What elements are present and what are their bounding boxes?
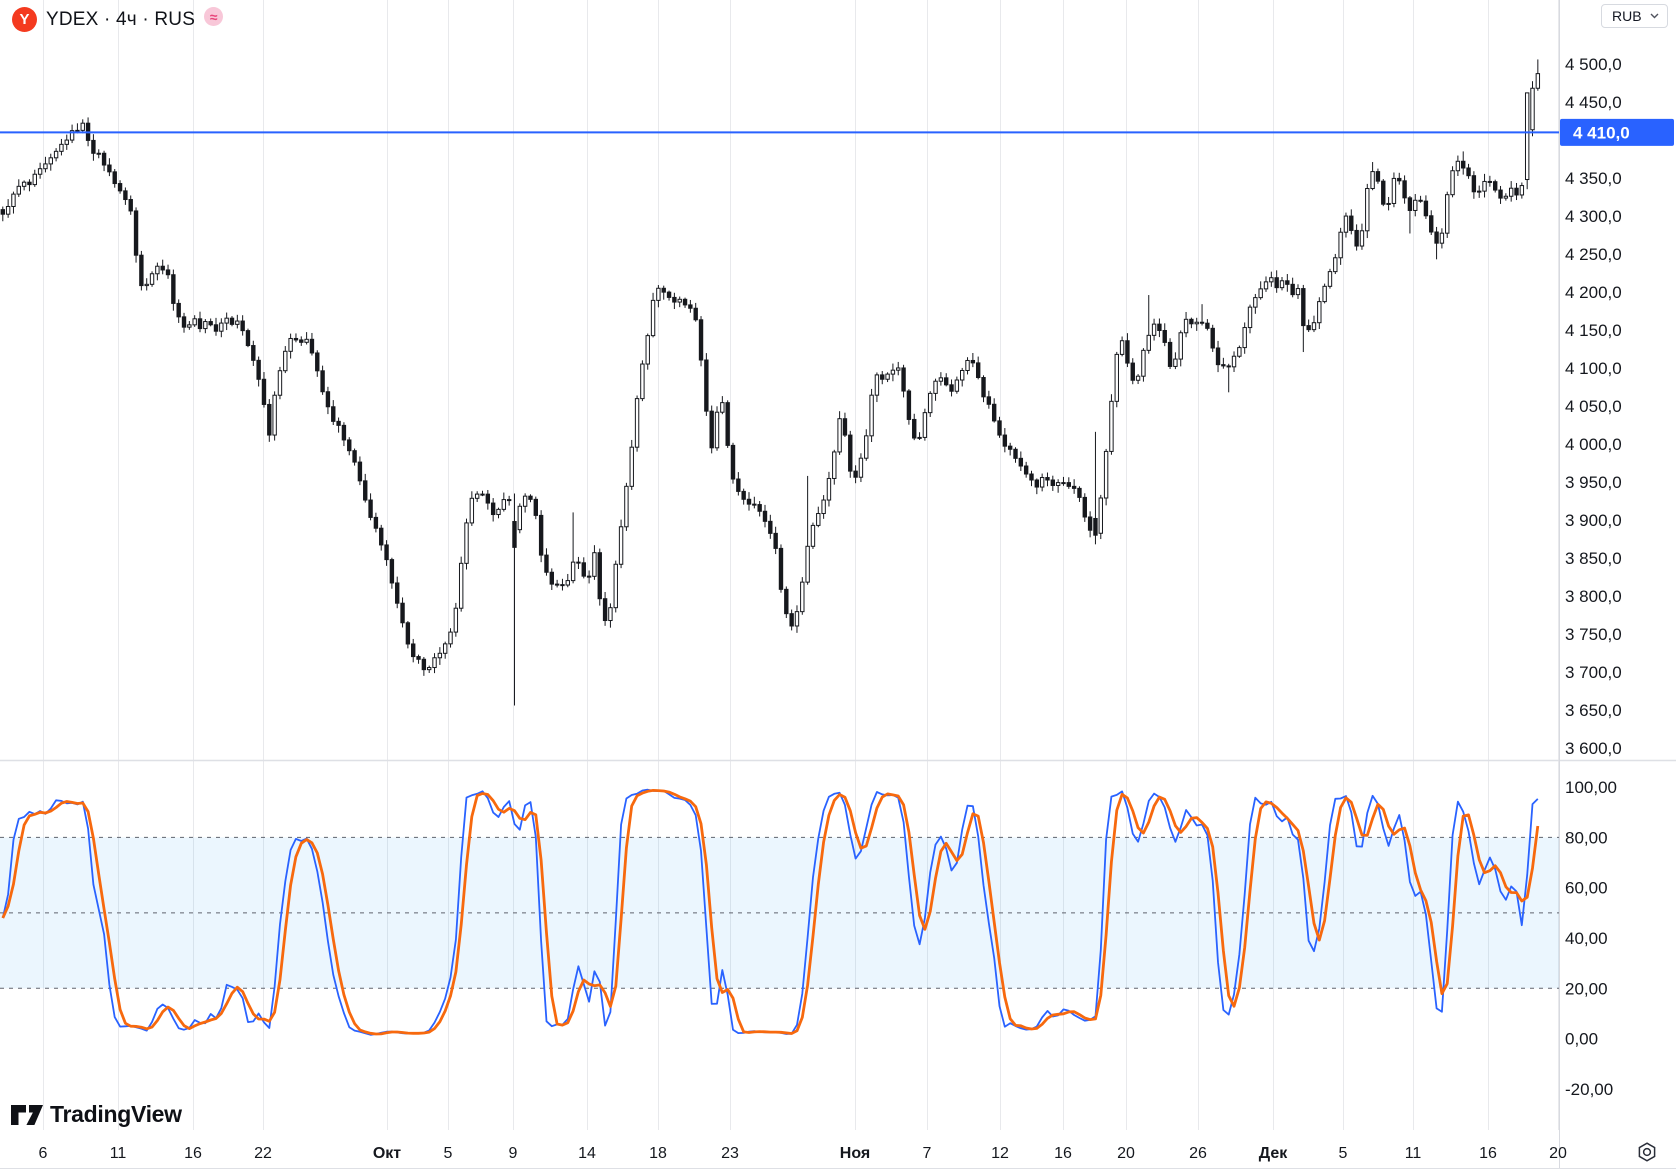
time-tick-label: 16 — [1054, 1145, 1072, 1162]
time-tick-label: 11 — [110, 1145, 127, 1162]
indicator-tick-label: 60,00 — [1565, 879, 1608, 898]
price-line-label: 4 410,0 — [1560, 118, 1674, 146]
stochastic-indicator[interactable] — [1, 788, 1540, 1036]
price-tick-label: 4 300,0 — [1565, 207, 1622, 226]
price-tick-label: 3 700,0 — [1565, 663, 1622, 682]
price-tick-label: 3 600,0 — [1565, 739, 1622, 758]
tradingview-logo-icon — [11, 1104, 43, 1125]
currency-selector[interactable]: RUB — [1601, 4, 1668, 28]
price-tick-label: 3 950,0 — [1565, 473, 1622, 492]
price-tick-label: 4 450,0 — [1565, 93, 1622, 112]
time-tick-label: 23 — [721, 1145, 739, 1162]
time-tick-label: 18 — [649, 1145, 667, 1162]
price-tick-label: 3 900,0 — [1565, 511, 1622, 530]
time-tick-label: 20 — [1549, 1145, 1567, 1162]
time-tick-label: 7 — [923, 1145, 932, 1162]
price-tick-label: 4 000,0 — [1565, 435, 1622, 454]
market-status-icon[interactable]: ≈ — [204, 7, 224, 26]
time-tick-label: 26 — [1189, 1145, 1207, 1162]
indicator-tick-label: 40,00 — [1565, 929, 1608, 948]
symbol-legend[interactable]: Y YDEX · 4ч · RUS ≈ — [12, 7, 224, 32]
candlestick-series[interactable] — [0, 59, 1541, 706]
time-month-label: Ноя — [840, 1145, 870, 1162]
svg-text:4 410,0: 4 410,0 — [1573, 123, 1630, 142]
price-tick-label: 3 850,0 — [1565, 549, 1622, 568]
price-tick-label: 3 800,0 — [1565, 587, 1622, 606]
time-tick-label: 5 — [444, 1145, 453, 1162]
indicator-tick-label: 20,00 — [1565, 979, 1608, 998]
price-tick-label: 4 050,0 — [1565, 397, 1622, 416]
tradingview-wordmark: TradingView — [50, 1101, 182, 1127]
time-tick-label: 16 — [184, 1145, 202, 1162]
settings-gear-icon[interactable] — [1636, 1141, 1658, 1163]
price-tick-label: 4 250,0 — [1565, 245, 1622, 264]
gridlines — [43, 0, 1559, 1130]
indicator-tick-label: 80,00 — [1565, 828, 1608, 847]
price-tick-label: 4 100,0 — [1565, 359, 1622, 378]
time-tick-label: 20 — [1117, 1145, 1135, 1162]
time-tick-label: 12 — [991, 1145, 1009, 1162]
time-month-label: Окт — [373, 1145, 401, 1162]
indicator-tick-label: 100,00 — [1565, 778, 1617, 797]
time-tick-label: 16 — [1479, 1145, 1497, 1162]
indicator-axis[interactable]: 100,00 80,00 60,00 40,00 20,00 0,00 -20,00 — [1565, 778, 1617, 1099]
symbol-title[interactable]: YDEX · 4ч · RUS — [46, 8, 196, 30]
time-month-label: Дек — [1259, 1145, 1288, 1162]
time-tick-label: 5 — [1339, 1145, 1348, 1162]
price-axis[interactable]: 4 500,0 4 450,0 4 350,0 4 300,0 4 250,0 4 200… — [1565, 55, 1622, 758]
time-tick-label: 22 — [254, 1145, 272, 1162]
time-axis[interactable]: 6 11 16 22 Окт 5 9 14 18 23 Ноя 7 12 16 20 26 Дек 5 11 16 20 — [39, 1145, 1567, 1162]
time-tick-label: 9 — [509, 1145, 518, 1162]
symbol-logo-icon: Y — [12, 7, 37, 32]
stochastic-d-line — [1, 789, 1540, 1036]
time-tick-label: 14 — [578, 1145, 596, 1162]
price-tick-label: 4 500,0 — [1565, 55, 1622, 74]
chevron-down-icon — [1650, 13, 1659, 19]
tradingview-watermark[interactable]: TradingView — [11, 1101, 182, 1128]
indicator-tick-label: -20,00 — [1565, 1080, 1613, 1099]
price-tick-label: 3 750,0 — [1565, 625, 1622, 644]
price-tick-label: 4 200,0 — [1565, 283, 1622, 302]
price-tick-label: 4 150,0 — [1565, 321, 1622, 340]
price-tick-label: 3 650,0 — [1565, 701, 1622, 720]
indicator-tick-label: 0,00 — [1565, 1030, 1598, 1049]
time-tick-label: 6 — [39, 1145, 48, 1162]
time-tick-label: 11 — [1405, 1145, 1422, 1162]
currency-label: RUB — [1612, 8, 1642, 24]
price-tick-label: 4 350,0 — [1565, 169, 1622, 188]
